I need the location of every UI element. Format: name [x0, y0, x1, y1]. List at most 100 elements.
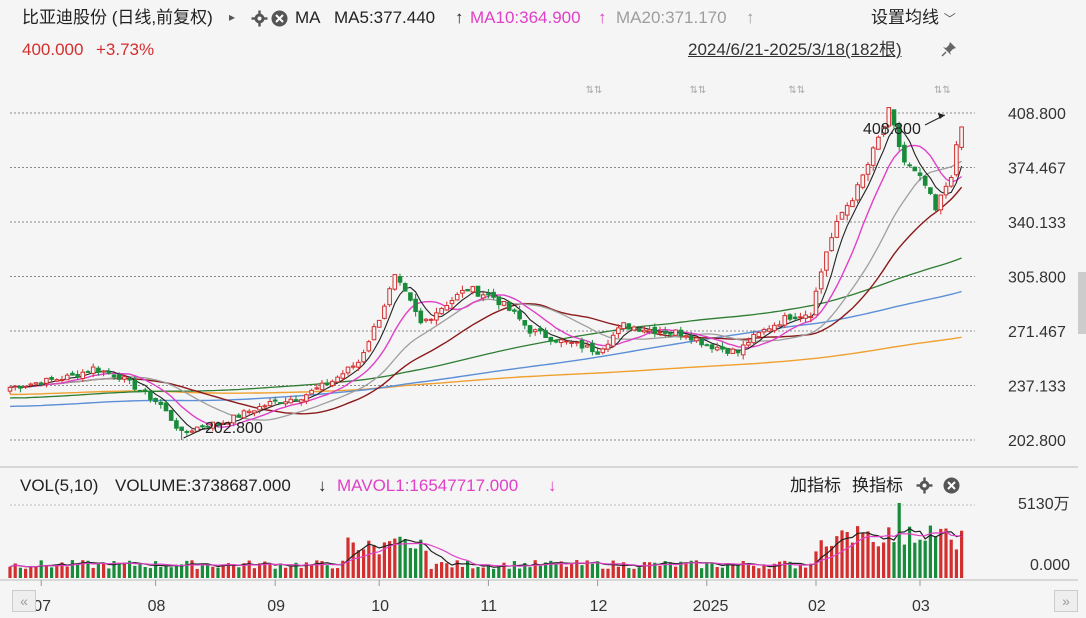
- volume-bar[interactable]: [570, 563, 574, 578]
- volume-bar[interactable]: [772, 563, 776, 578]
- volume-bar[interactable]: [76, 564, 80, 578]
- volume-bar[interactable]: [700, 568, 704, 578]
- candle-body[interactable]: [122, 376, 127, 380]
- volume-bar[interactable]: [674, 566, 678, 578]
- volume-bar[interactable]: [284, 567, 288, 578]
- candle-body[interactable]: [111, 374, 117, 378]
- candle-body[interactable]: [948, 177, 954, 187]
- candle-body[interactable]: [928, 187, 933, 194]
- candle-body[interactable]: [288, 398, 294, 404]
- volume-bar[interactable]: [362, 549, 366, 578]
- close-icon[interactable]: [270, 9, 288, 27]
- candle-body[interactable]: [902, 144, 907, 163]
- candle-body[interactable]: [933, 194, 938, 211]
- volume-bar[interactable]: [793, 568, 797, 578]
- volume-bar[interactable]: [762, 565, 766, 578]
- volume-bar[interactable]: [263, 561, 267, 578]
- volume-bar[interactable]: [341, 560, 345, 578]
- candle-body[interactable]: [444, 305, 450, 311]
- volume-bar[interactable]: [554, 564, 558, 578]
- volume-bar[interactable]: [819, 540, 823, 578]
- candle-body[interactable]: [350, 365, 356, 368]
- volume-bar[interactable]: [507, 568, 511, 578]
- volume-bar[interactable]: [892, 542, 896, 578]
- candle-body[interactable]: [850, 200, 855, 208]
- volume-bar[interactable]: [299, 567, 303, 578]
- candle-body[interactable]: [470, 286, 476, 293]
- volume-bar[interactable]: [81, 560, 85, 578]
- candle-body[interactable]: [184, 431, 190, 434]
- volume-bar[interactable]: [523, 562, 527, 578]
- candle-body[interactable]: [621, 322, 626, 330]
- volume-close-icon[interactable]: [942, 476, 960, 494]
- candle-body[interactable]: [236, 414, 242, 418]
- candle-body[interactable]: [954, 144, 959, 176]
- candle-body[interactable]: [158, 401, 164, 405]
- candle-body[interactable]: [501, 301, 507, 306]
- candle-body[interactable]: [392, 274, 398, 290]
- volume-bar[interactable]: [804, 567, 808, 578]
- candle-body[interactable]: [241, 410, 247, 419]
- event-marker-icon[interactable]: ⇅⇅: [690, 85, 707, 96]
- candle-body[interactable]: [714, 346, 720, 351]
- candle-body[interactable]: [12, 385, 18, 388]
- volume-bar[interactable]: [211, 566, 215, 578]
- volume-bar[interactable]: [575, 560, 579, 578]
- volume-bar[interactable]: [91, 567, 95, 578]
- volume-bar[interactable]: [86, 560, 90, 578]
- candle-body[interactable]: [694, 337, 699, 342]
- volume-bar[interactable]: [549, 560, 553, 578]
- volume-bar[interactable]: [798, 564, 802, 578]
- volume-bar[interactable]: [668, 562, 672, 578]
- volume-bar[interactable]: [923, 540, 927, 578]
- volume-bar[interactable]: [117, 562, 121, 578]
- candle-body[interactable]: [231, 414, 236, 424]
- candle-body[interactable]: [720, 346, 725, 350]
- volume-bar[interactable]: [8, 566, 12, 578]
- candle-body[interactable]: [220, 422, 226, 425]
- volume-bar[interactable]: [252, 568, 256, 578]
- volume-bar[interactable]: [720, 567, 724, 578]
- candle-body[interactable]: [475, 285, 481, 297]
- volume-bar[interactable]: [528, 567, 532, 578]
- candle-body[interactable]: [267, 401, 273, 407]
- candle-body[interactable]: [569, 341, 574, 344]
- candle-body[interactable]: [49, 377, 54, 380]
- candle-body[interactable]: [876, 136, 881, 150]
- volume-bar[interactable]: [814, 551, 818, 578]
- candle-body[interactable]: [33, 382, 39, 385]
- candle-body[interactable]: [397, 276, 403, 283]
- candle-body[interactable]: [28, 383, 34, 386]
- candle-body[interactable]: [366, 341, 372, 352]
- event-marker-icon[interactable]: ⇅⇅: [934, 85, 951, 96]
- candle-body[interactable]: [137, 389, 143, 392]
- candle-body[interactable]: [460, 289, 465, 294]
- volume-bar[interactable]: [902, 544, 906, 578]
- candle-body[interactable]: [803, 314, 808, 319]
- volume-bar[interactable]: [122, 562, 126, 578]
- volume-bar[interactable]: [492, 568, 496, 578]
- candle-body[interactable]: [96, 367, 101, 373]
- volume-bar[interactable]: [190, 560, 194, 578]
- volume-bar[interactable]: [304, 562, 308, 578]
- candle-body[interactable]: [808, 315, 814, 318]
- candle-body[interactable]: [75, 373, 80, 378]
- volume-bar[interactable]: [429, 568, 433, 578]
- volume-bar[interactable]: [627, 568, 631, 578]
- volume-bar[interactable]: [50, 567, 54, 578]
- volume-bar[interactable]: [393, 538, 397, 578]
- candle-body[interactable]: [855, 184, 860, 201]
- volume-bar[interactable]: [372, 545, 376, 578]
- candle-body[interactable]: [132, 379, 138, 390]
- volume-bar[interactable]: [133, 565, 137, 578]
- volume-bar[interactable]: [726, 563, 730, 578]
- candle-body[interactable]: [38, 382, 44, 386]
- volume-bar[interactable]: [414, 548, 418, 578]
- volume-bar[interactable]: [606, 568, 610, 578]
- candle-body[interactable]: [704, 344, 710, 347]
- candle-body[interactable]: [652, 326, 658, 335]
- volume-bar[interactable]: [143, 566, 147, 578]
- candle-body[interactable]: [735, 350, 741, 354]
- candle-body[interactable]: [101, 370, 106, 373]
